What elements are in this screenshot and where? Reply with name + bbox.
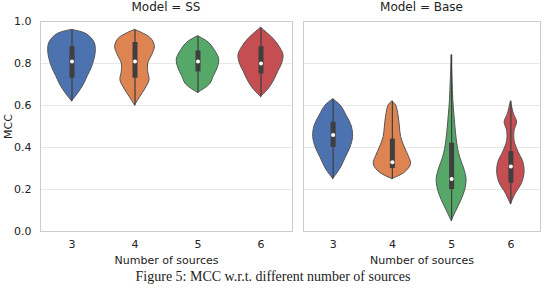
svg-text:Number of sources: Number of sources xyxy=(370,254,474,267)
svg-text:3: 3 xyxy=(69,238,76,251)
svg-text:MCC: MCC xyxy=(2,114,15,139)
svg-text:4: 4 xyxy=(132,238,139,251)
svg-text:1.0: 1.0 xyxy=(14,15,32,28)
html-text:Model = Base: Model = Base xyxy=(380,0,463,14)
svg-text:5: 5 xyxy=(448,238,455,251)
svg-text:5: 5 xyxy=(195,238,202,251)
html-text:Model = SS: Model = SS xyxy=(131,0,201,14)
svg-text:0.6: 0.6 xyxy=(14,99,32,112)
svg-text:0.2: 0.2 xyxy=(14,183,32,196)
svg-text:0.8: 0.8 xyxy=(14,57,32,70)
svg-text:6: 6 xyxy=(258,238,265,251)
svg-text:0.4: 0.4 xyxy=(14,141,32,154)
svg-text:0.0: 0.0 xyxy=(14,225,32,238)
html-text:Figure 5: MCC w.r.t. different: Figure 5: MCC w.r.t. different number of… xyxy=(135,269,411,284)
svg-text:3: 3 xyxy=(330,238,337,251)
svg-text:6: 6 xyxy=(507,238,514,251)
svg-text:4: 4 xyxy=(389,238,396,251)
svg-text:Number of sources: Number of sources xyxy=(114,254,218,267)
